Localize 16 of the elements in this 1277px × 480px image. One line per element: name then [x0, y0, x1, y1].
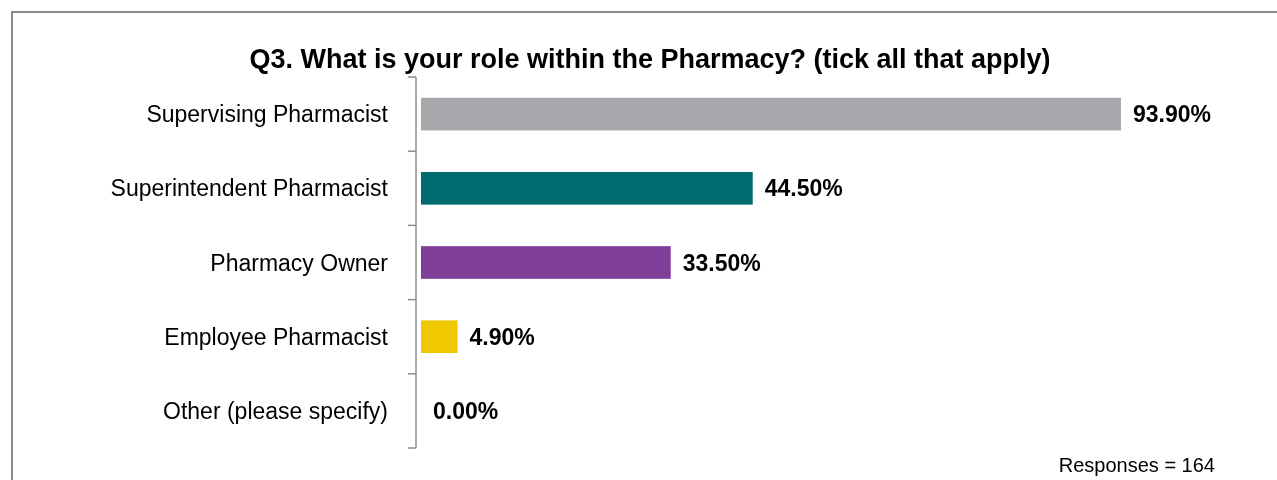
- bar: [421, 97, 1121, 131]
- chart-title: Q3. What is your role within the Pharmacy? (tick all that apply): [249, 44, 1051, 74]
- data-label: 0.00%: [433, 397, 499, 424]
- data-label: 4.90%: [469, 323, 535, 350]
- y-tick-label: Supervising Pharmacist: [146, 101, 389, 128]
- y-tick-label: Employee Pharmacist: [164, 323, 389, 350]
- y-tick-label: Other (please specify): [163, 397, 388, 424]
- bar: [421, 320, 458, 354]
- y-tick-label: Pharmacy Owner: [210, 249, 389, 276]
- data-label: 33.50%: [682, 249, 761, 276]
- data-label: 93.90%: [1133, 101, 1212, 128]
- bar: [421, 246, 671, 279]
- y-tick-label: Superintendent Pharmacist: [110, 175, 389, 202]
- text: Responses = 164: [1058, 454, 1215, 476]
- bar: [421, 171, 753, 205]
- data-label: 44.50%: [764, 175, 843, 202]
